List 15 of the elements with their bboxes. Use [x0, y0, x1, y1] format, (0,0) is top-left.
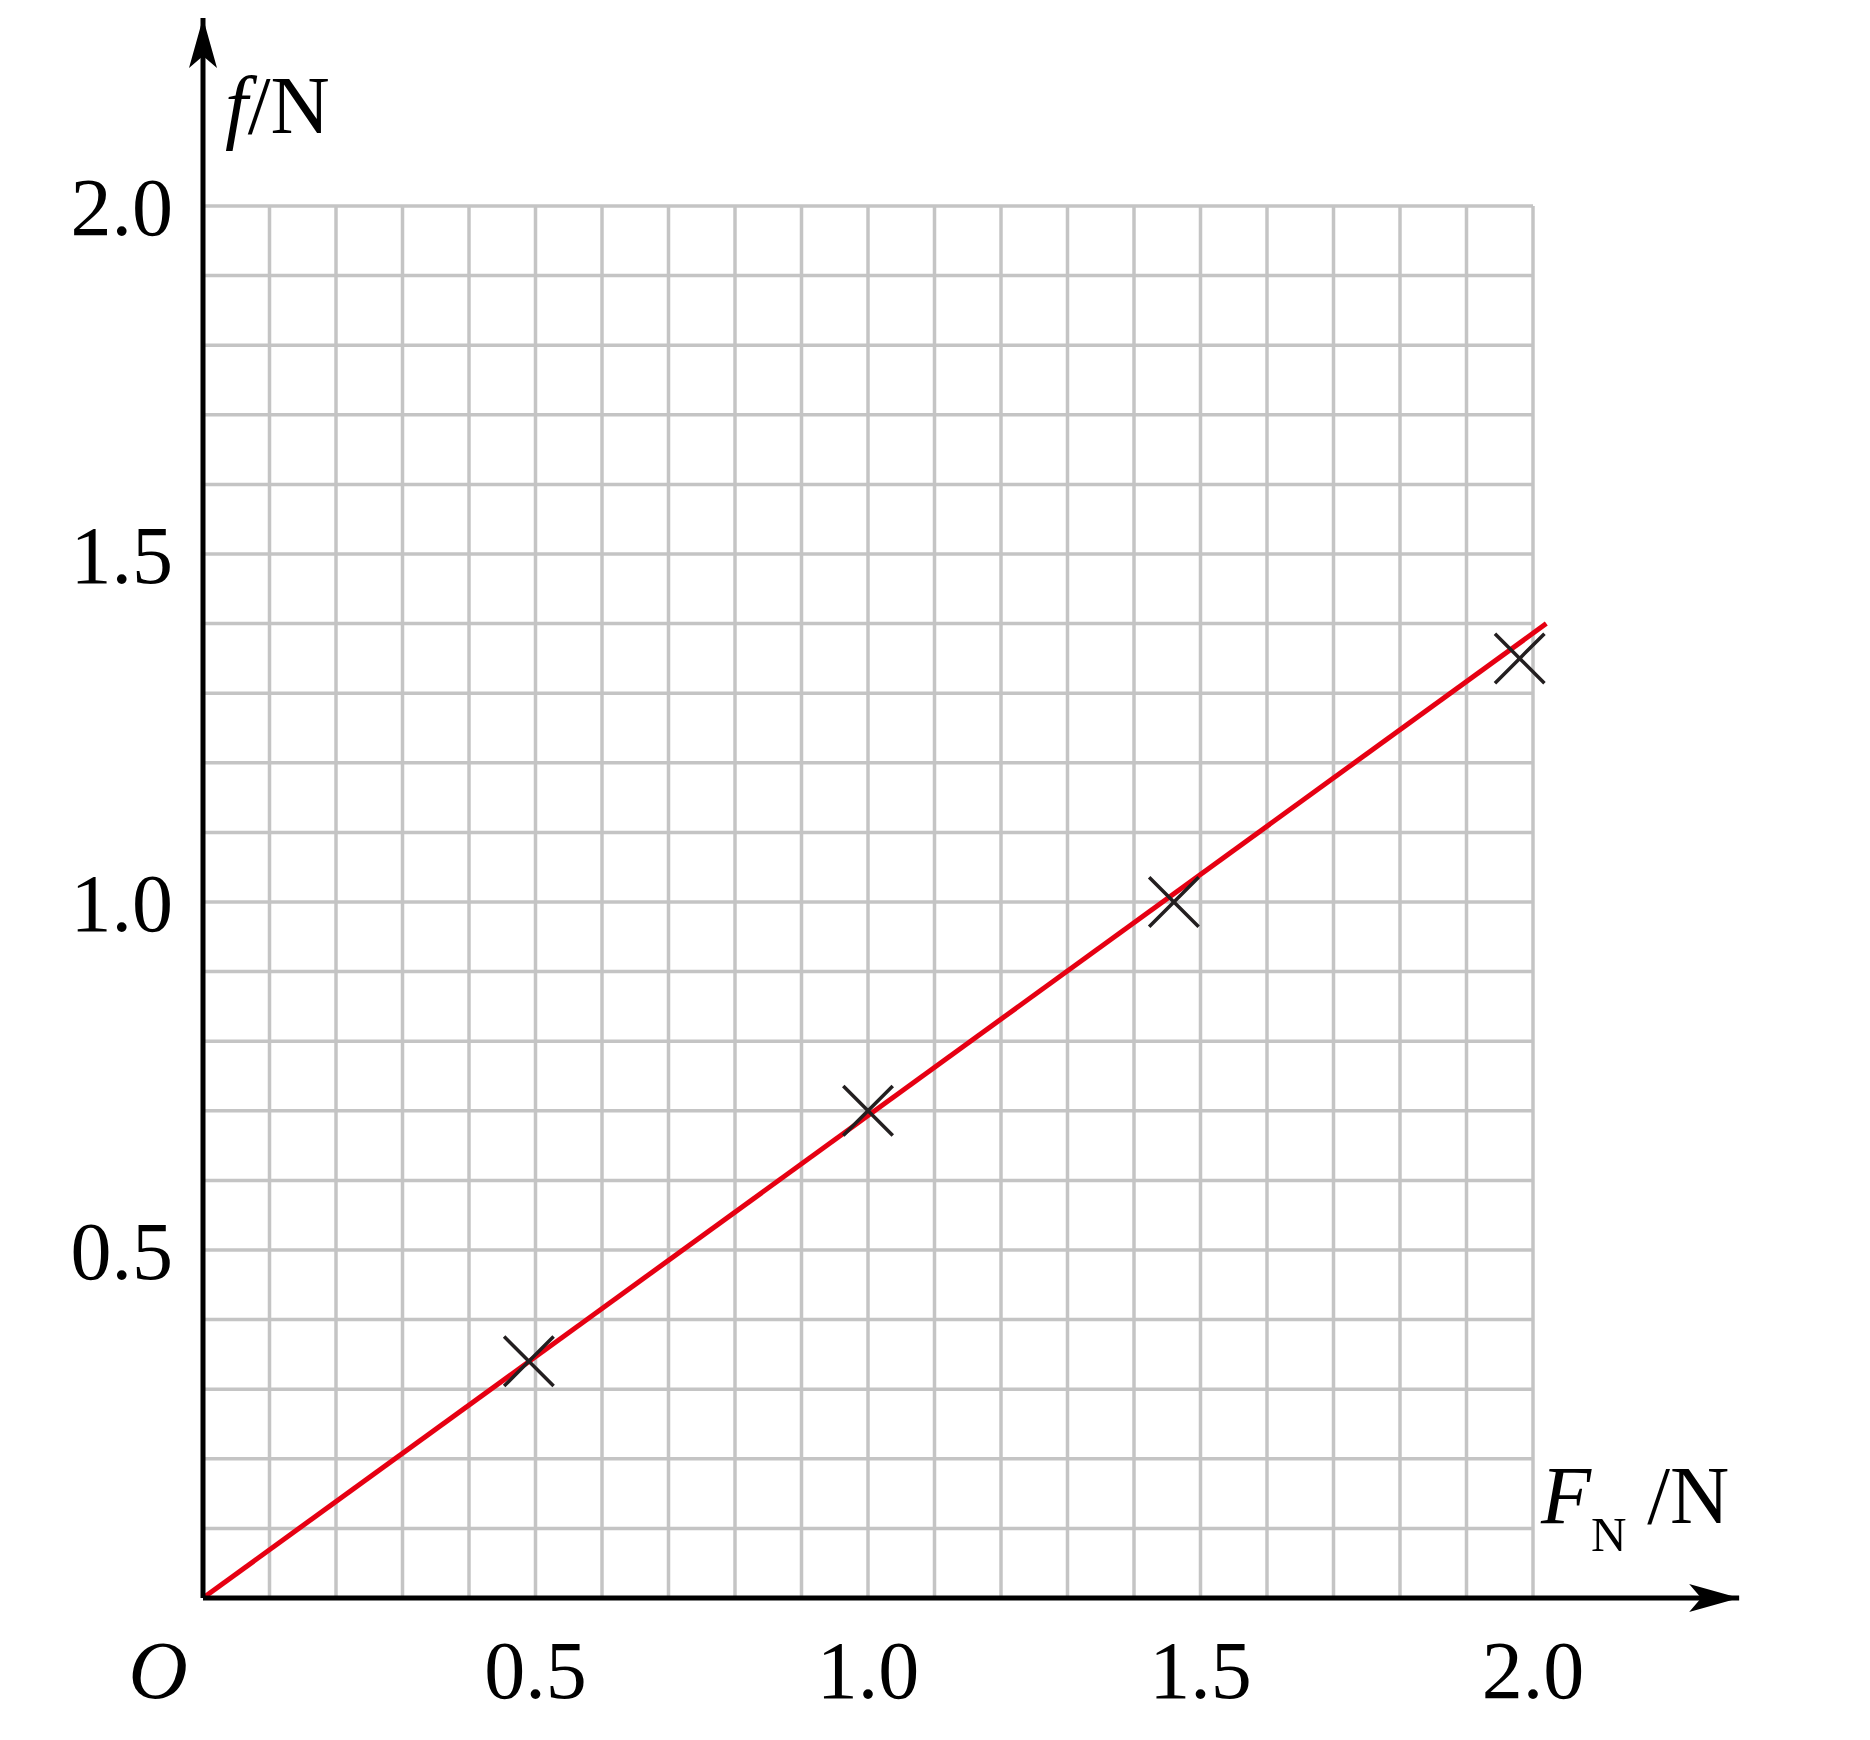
y-tick-label: 1.5 — [70, 509, 173, 601]
x-axis-title: F$_{N}$/N — [1540, 1450, 1730, 1562]
x-tick-label: 1.0 — [816, 1625, 920, 1716]
point — [1147, 876, 1200, 928]
x-tick-label: 0.5 — [484, 1625, 587, 1716]
point — [1493, 632, 1546, 685]
y-tick-label: 1.0 — [70, 857, 173, 949]
y-axis-title: f/N — [225, 60, 330, 152]
x-tick-label: O — [128, 1625, 188, 1716]
x-tick-label: 1.5 — [1149, 1625, 1252, 1716]
y-tick-label: 2.0 — [70, 161, 173, 253]
point — [842, 1084, 894, 1137]
y-tick-label: 0.5 — [70, 1205, 173, 1297]
x-tick-label: 2.0 — [1481, 1625, 1585, 1716]
point — [502, 1335, 555, 1388]
